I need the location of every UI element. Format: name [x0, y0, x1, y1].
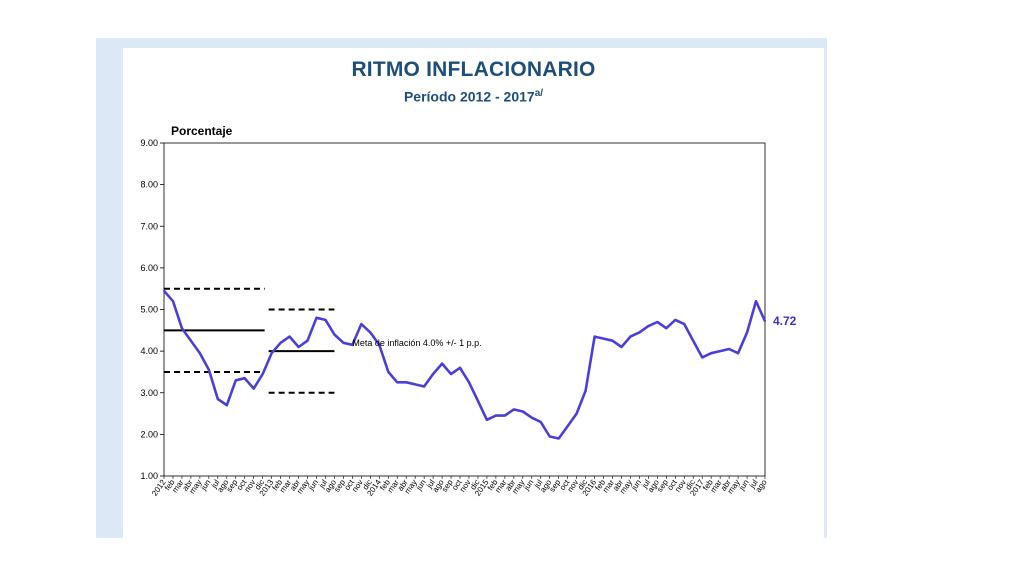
subtitle-note: a/ — [534, 88, 544, 99]
panel-strip-left — [96, 38, 123, 538]
data-point — [584, 389, 587, 392]
data-point — [674, 319, 677, 321]
subtitle-text: Período 2012 - 2017 — [403, 88, 535, 105]
y-tick-label: 6.00 — [140, 263, 158, 273]
chart-title: RITMO INFLACIONARIO — [351, 58, 596, 81]
data-point — [261, 373, 264, 375]
data-point — [378, 343, 381, 346]
data-point — [243, 377, 246, 380]
data-point — [701, 356, 704, 359]
data-point — [611, 339, 614, 342]
data-point — [252, 387, 255, 390]
plot-area-frame — [163, 142, 766, 477]
data-point — [234, 379, 237, 382]
data-point — [710, 352, 713, 355]
data-point — [656, 321, 659, 323]
y-axis-label: Porcentaje — [171, 124, 233, 138]
data-point — [575, 412, 578, 415]
data-point — [414, 383, 417, 386]
data-point — [297, 346, 300, 348]
data-point — [288, 335, 291, 338]
data-point — [315, 316, 318, 319]
data-point — [396, 381, 399, 384]
data-point — [225, 404, 228, 407]
data-point — [360, 323, 363, 325]
data-point — [548, 435, 551, 438]
data-point — [270, 352, 273, 355]
y-tick-label: 4.00 — [140, 346, 158, 356]
data-point — [665, 327, 668, 330]
y-tick-label: 8.00 — [140, 180, 158, 190]
panel-strip-right — [824, 38, 827, 538]
data-point — [333, 333, 336, 336]
data-point — [503, 414, 506, 417]
data-point — [530, 416, 533, 419]
data-point — [647, 325, 650, 328]
chart-subtitle: Período 2012 - 2017a/ — [123, 88, 824, 105]
data-point — [755, 300, 757, 303]
data-point — [207, 368, 210, 371]
data-point — [216, 398, 219, 400]
data-point — [692, 339, 695, 342]
data-point — [746, 331, 748, 334]
data-point — [450, 373, 452, 375]
data-point — [279, 341, 282, 344]
data-point — [351, 343, 354, 346]
data-point — [593, 335, 596, 338]
data-point — [432, 373, 435, 375]
data-point — [638, 331, 641, 334]
inflation-series-line — [163, 289, 767, 440]
y-tick-label: 5.00 — [140, 305, 158, 315]
data-point — [324, 319, 327, 321]
data-point — [557, 437, 560, 440]
data-point — [629, 335, 632, 338]
data-point — [486, 418, 488, 421]
band-annotation: Meta de inflación 4.0% +/- 1 p.p. — [352, 338, 481, 348]
data-point — [566, 425, 569, 427]
data-point — [512, 408, 515, 411]
data-point — [198, 352, 201, 355]
data-point — [190, 339, 192, 342]
data-point — [737, 352, 739, 355]
data-point — [602, 337, 605, 340]
data-point — [728, 348, 731, 350]
data-point — [387, 371, 390, 373]
data-point — [172, 300, 174, 303]
data-point — [683, 323, 686, 325]
data-point — [181, 327, 183, 330]
y-tick-label: 2.00 — [140, 429, 158, 439]
panel-strip-top — [96, 38, 827, 48]
y-tick-label: 1.00 — [140, 471, 158, 481]
data-point — [342, 341, 345, 344]
y-tick-label: 7.00 — [140, 221, 158, 231]
data-point — [477, 400, 479, 402]
data-point — [494, 414, 497, 417]
data-point — [423, 385, 426, 388]
data-point — [468, 381, 470, 384]
data-point — [521, 410, 524, 413]
data-point — [719, 350, 722, 353]
data-point — [405, 381, 408, 384]
y-tick-label: 3.00 — [140, 388, 158, 398]
data-point — [764, 320, 766, 323]
data-point — [306, 339, 309, 342]
x-tick-label: ago — [754, 478, 769, 495]
data-point — [539, 420, 542, 423]
y-tick-label: 9.00 — [140, 138, 158, 148]
data-point — [441, 362, 443, 365]
data-point — [369, 331, 372, 334]
last-value-label: 4.72 — [773, 314, 797, 328]
data-point — [459, 366, 461, 369]
data-point — [620, 346, 623, 348]
data-point — [163, 289, 165, 292]
